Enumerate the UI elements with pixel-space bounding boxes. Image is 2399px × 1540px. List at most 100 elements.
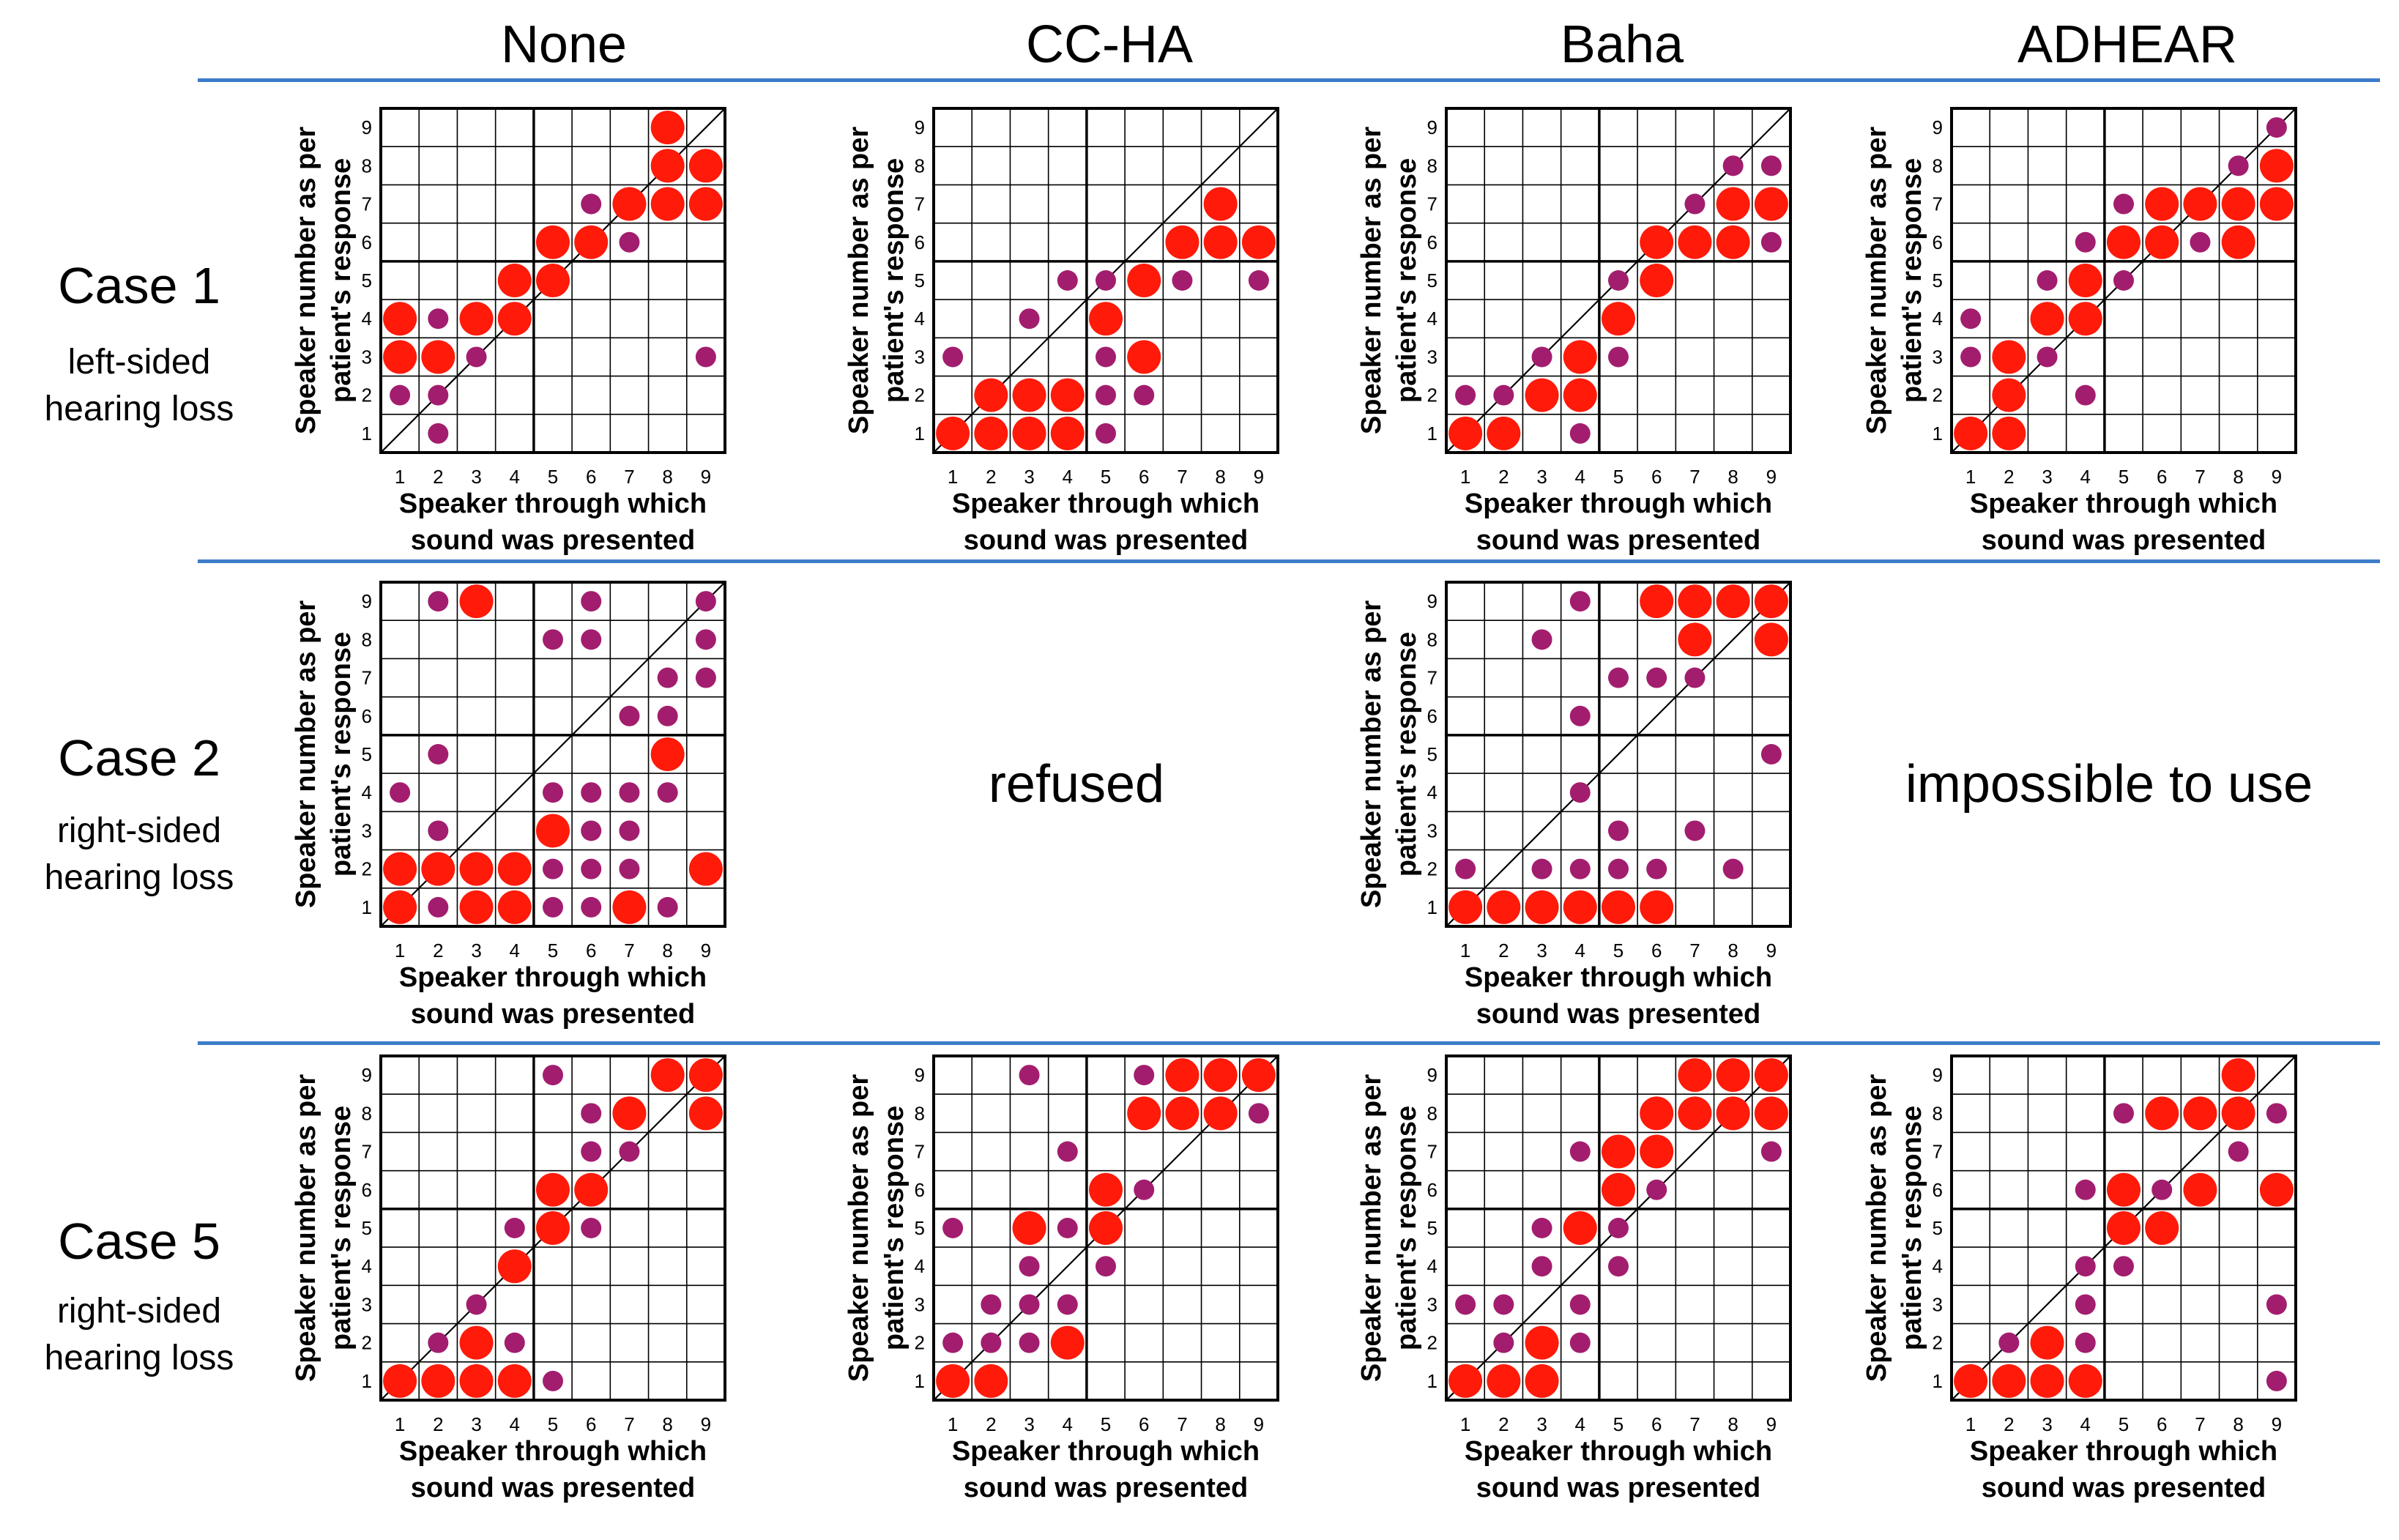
data-point-large [497, 890, 532, 924]
y-axis-label: Speaker number as per [291, 127, 321, 435]
data-point-large [421, 1364, 455, 1398]
plot-frame [932, 1054, 1279, 1402]
x-tick-label: 4 [1575, 940, 1585, 961]
x-tick-label: 1 [1460, 940, 1470, 961]
y-tick-label: 8 [1427, 628, 1437, 650]
data-point-large [1640, 584, 1674, 619]
plot-frame [1445, 581, 1792, 928]
y-tick-label: 9 [1427, 590, 1437, 612]
data-point-large [421, 852, 455, 886]
data-point-large [2183, 1096, 2217, 1131]
data-point-large [1992, 378, 2026, 412]
x-axis-label: Speaker through which [399, 1436, 707, 1467]
x-tick-label: 6 [1139, 1413, 1149, 1435]
x-tick-label: 1 [948, 1413, 958, 1435]
y-tick-label: 5 [1427, 269, 1437, 291]
y-tick-label: 6 [915, 231, 925, 253]
data-point-large [1716, 225, 1750, 259]
x-tick-label: 1 [395, 466, 405, 488]
data-point-small [1493, 384, 1514, 406]
data-point-large [1563, 378, 1597, 412]
y-axis-label: patient's response [879, 1106, 910, 1350]
data-point-small [428, 896, 449, 918]
x-axis-label: Speaker through which [952, 1436, 1260, 1467]
y-tick-label: 5 [362, 743, 372, 765]
x-tick-label: 2 [986, 1413, 996, 1435]
y-tick-label: 7 [362, 1141, 372, 1163]
data-point-small [1608, 270, 1629, 291]
data-point-large [383, 1364, 417, 1398]
y-tick-label: 6 [1427, 1179, 1437, 1201]
data-point-large [383, 890, 417, 924]
x-tick-label: 1 [1965, 1413, 1976, 1435]
data-point-small [695, 346, 716, 368]
x-tick-label: 7 [1689, 1413, 1700, 1435]
data-point-small [1960, 346, 1982, 368]
x-tick-label: 6 [2157, 466, 2167, 488]
data-point-small [1684, 193, 1706, 215]
y-tick-label: 7 [362, 667, 372, 689]
data-point-small [543, 896, 563, 918]
x-tick-label: 2 [433, 1413, 443, 1435]
y-tick-label: 4 [1427, 1255, 1437, 1277]
x-tick-label: 8 [1727, 466, 1738, 488]
x-tick-label: 2 [2004, 1413, 2014, 1435]
data-point-small [543, 858, 563, 879]
x-axis-label: sound was presented [1982, 525, 2266, 556]
data-point-small [657, 667, 678, 688]
y-tick-label: 7 [915, 193, 925, 215]
x-tick-label: 4 [1575, 466, 1585, 488]
y-tick-label: 8 [1933, 155, 1943, 176]
data-point-large [1954, 1364, 1988, 1398]
y-tick-label: 4 [915, 308, 925, 330]
data-point-large [1754, 1096, 1788, 1131]
data-point-small [657, 896, 678, 918]
data-point-small [1134, 1179, 1155, 1200]
data-point-large [612, 1096, 647, 1131]
data-point-large [1050, 416, 1085, 450]
data-point-large [612, 187, 647, 221]
y-axis-label: patient's response [1897, 1106, 1927, 1350]
y-axis-label: Speaker number as per [1356, 1074, 1387, 1383]
plot-frame [379, 107, 726, 454]
y-tick-label: 8 [362, 155, 372, 176]
data-point-large [936, 416, 970, 450]
x-tick-label: 5 [1613, 940, 1623, 961]
data-point-small [1057, 1141, 1078, 1162]
data-point-small [981, 1294, 1002, 1315]
y-tick-label: 9 [1933, 1064, 1943, 1086]
data-point-large [1448, 416, 1483, 450]
data-point-large [459, 1325, 494, 1360]
data-point-large [1563, 1211, 1597, 1245]
data-point-large [1089, 1172, 1123, 1207]
x-tick-label: 8 [662, 940, 672, 961]
data-point-large [2259, 1172, 2294, 1207]
y-tick-label: 6 [1933, 1179, 1943, 1201]
data-point-small [581, 1103, 602, 1124]
data-point-large [2107, 1211, 2140, 1245]
x-tick-label: 9 [2272, 1413, 2282, 1435]
y-tick-label: 9 [1427, 116, 1437, 138]
x-tick-label: 3 [1536, 940, 1547, 961]
y-axis-label: Speaker number as per [1861, 1074, 1892, 1383]
y-tick-label: 6 [362, 705, 372, 727]
diagonal-line [1446, 581, 1791, 927]
data-point-large [497, 264, 532, 297]
data-point-small [1134, 384, 1155, 406]
x-tick-label: 7 [1689, 940, 1700, 961]
x-tick-label: 1 [1460, 466, 1470, 488]
data-point-small [428, 1332, 449, 1353]
x-tick-label: 2 [1498, 466, 1509, 488]
data-point-large [536, 225, 570, 259]
data-point-large [650, 187, 685, 221]
data-point-small [1569, 1294, 1591, 1315]
data-point-small [1569, 423, 1591, 444]
x-axis-label: sound was presented [964, 1473, 1249, 1503]
data-point-small [1096, 384, 1116, 406]
y-tick-label: 6 [362, 1179, 372, 1201]
data-point-large [1089, 302, 1123, 336]
plot-frame [932, 107, 1279, 454]
data-point-small [466, 1294, 487, 1315]
data-point-small [543, 629, 563, 650]
